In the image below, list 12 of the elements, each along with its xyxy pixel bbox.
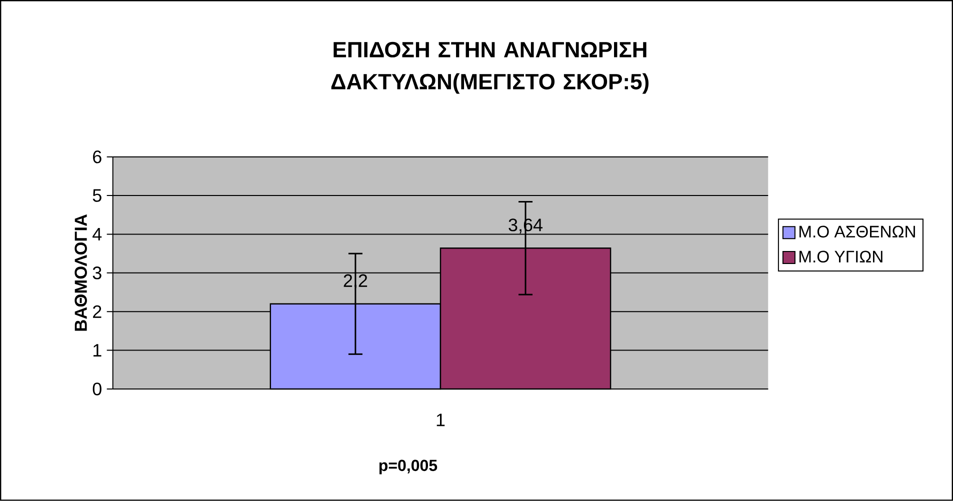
legend-label: Μ.Ο ΑΣΘΕΝΩΝ xyxy=(799,226,915,238)
chart-title: ΕΠΙΔΟΣΗ ΣΤΗΝ ΑΝΑΓΝΩΡΙΣΗ ΔΑΚΤΥΛΩΝ(ΜΕΓΙΣΤΟ ΣΚΟΡ:5) xyxy=(331,42,648,94)
y-tick-label: 1 xyxy=(94,344,102,357)
text: p=0,005 xyxy=(379,460,438,474)
y-tick-label: 4 xyxy=(92,228,102,241)
y-axis-title: ΒΑΘΜΟΛΟΓΙΑ xyxy=(74,214,87,331)
legend-label: Μ.Ο ΥΓΙΩΝ xyxy=(799,250,882,263)
y-tick-label: 2 xyxy=(93,305,102,318)
y-tick-label: 6 xyxy=(93,150,102,164)
y-tick-label: 0 xyxy=(92,382,102,396)
y-tick-label: 3 xyxy=(92,266,102,280)
y-tick-label: 5 xyxy=(92,189,102,202)
